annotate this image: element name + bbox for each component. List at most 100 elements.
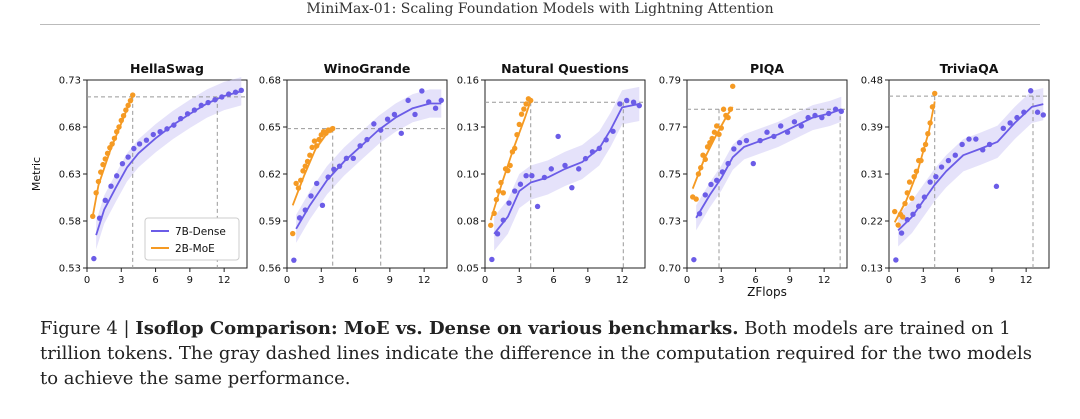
x-tick-label: 6 bbox=[752, 275, 758, 286]
moe-point bbox=[93, 190, 99, 196]
moe-point bbox=[298, 177, 304, 183]
dense-point bbox=[350, 155, 356, 162]
y-tick-label: 0.68 bbox=[59, 123, 81, 134]
x-tick-label: 6 bbox=[352, 275, 358, 286]
dense-point bbox=[405, 97, 411, 104]
dense-point bbox=[548, 166, 554, 172]
moe-point bbox=[932, 90, 938, 97]
dense-point bbox=[1028, 88, 1034, 94]
dense-point bbox=[624, 97, 630, 104]
dense-point bbox=[778, 123, 784, 129]
dense-point bbox=[541, 174, 548, 181]
x-tick-label: 9 bbox=[787, 275, 793, 286]
dense-point bbox=[1040, 112, 1046, 118]
dense-point bbox=[371, 121, 377, 127]
dense-point bbox=[494, 231, 501, 237]
moe-point bbox=[725, 114, 731, 121]
dense-point bbox=[826, 110, 832, 117]
moe-point bbox=[925, 131, 931, 137]
dense-point bbox=[636, 102, 642, 109]
moe-point bbox=[130, 92, 136, 98]
moe-point bbox=[100, 161, 106, 168]
dense-point bbox=[432, 105, 439, 111]
dense-point bbox=[980, 147, 986, 153]
y-tick-label: 0.08 bbox=[457, 217, 479, 228]
dense-point bbox=[157, 129, 163, 135]
x-tick-label: 0 bbox=[684, 275, 690, 286]
header-rule bbox=[40, 24, 1040, 25]
moe-point bbox=[702, 156, 708, 163]
dense-point bbox=[314, 180, 320, 187]
dense-point bbox=[562, 162, 568, 169]
dense-point bbox=[798, 123, 804, 129]
moe-point bbox=[505, 167, 511, 174]
moe-point bbox=[720, 106, 727, 112]
moe-point bbox=[90, 213, 96, 219]
y-tick-label: 0.13 bbox=[457, 123, 479, 134]
moe-point bbox=[900, 214, 906, 220]
legend-box bbox=[144, 217, 240, 261]
moe-point bbox=[95, 178, 102, 185]
dense-point bbox=[534, 203, 541, 210]
moe-point bbox=[302, 163, 308, 169]
dense-point bbox=[819, 114, 825, 121]
dense-point bbox=[893, 257, 899, 263]
y-tick-label: 0.73 bbox=[659, 217, 681, 228]
dense-point bbox=[102, 197, 108, 204]
moe-point bbox=[716, 131, 722, 138]
dense-confidence-band bbox=[296, 89, 442, 243]
dense-point bbox=[419, 88, 425, 94]
dense-point bbox=[617, 101, 623, 107]
moe-point bbox=[695, 171, 702, 177]
dense-point bbox=[198, 102, 204, 109]
y-tick-label: 0.73 bbox=[59, 76, 81, 87]
dense-point bbox=[131, 145, 137, 152]
dense-point bbox=[973, 136, 979, 142]
moe-point bbox=[493, 196, 500, 203]
dense-point bbox=[1021, 109, 1027, 115]
moe-point bbox=[895, 222, 901, 228]
y-tick-label: 0.56 bbox=[259, 264, 281, 275]
x-tick-label: 0 bbox=[84, 275, 90, 286]
legend-label-moe: 2B-MoE bbox=[175, 243, 215, 255]
dense-point bbox=[927, 179, 933, 185]
dense-fit-line bbox=[95, 90, 242, 236]
dense-point bbox=[517, 181, 524, 187]
dense-point bbox=[226, 91, 232, 97]
moe-point bbox=[309, 144, 315, 151]
dense-point bbox=[771, 133, 777, 140]
moe-point bbox=[118, 117, 124, 124]
dense-point bbox=[757, 137, 763, 144]
dense-point bbox=[916, 203, 922, 209]
dense-point bbox=[910, 211, 916, 217]
y-tick-label: 0.53 bbox=[59, 264, 81, 275]
moe-point bbox=[316, 136, 322, 143]
x-tick-label: 9 bbox=[585, 275, 591, 286]
moe-point bbox=[496, 188, 502, 194]
moe-point bbox=[709, 135, 715, 142]
moe-point bbox=[904, 190, 910, 196]
y-tick-label: 0.63 bbox=[59, 170, 81, 181]
dense-point bbox=[184, 111, 191, 117]
y-tick-label: 0.31 bbox=[861, 170, 883, 181]
caption-title: Isoflop Comparison: MoE vs. Dense on var… bbox=[135, 318, 739, 339]
dense-point bbox=[364, 136, 370, 143]
moe-point bbox=[507, 162, 513, 169]
moe-point bbox=[920, 147, 926, 153]
dense-point bbox=[569, 184, 575, 191]
dense-point bbox=[512, 188, 518, 194]
y-tick-label: 0.13 bbox=[861, 264, 883, 275]
dense-point bbox=[952, 152, 958, 158]
x-tick-label: 6 bbox=[954, 275, 960, 286]
dense-point bbox=[743, 137, 750, 144]
y-tick-label: 0.62 bbox=[259, 170, 281, 181]
moe-point bbox=[711, 129, 718, 135]
dense-point bbox=[938, 164, 945, 170]
isoflop-figure: HellaSwag 0.53 0.58 0.63 0.68 0.73 0 3 6 9 12 Metri… bbox=[30, 61, 1050, 299]
dense-confidence-band bbox=[898, 88, 1044, 247]
moe-point bbox=[514, 131, 520, 138]
dense-point bbox=[576, 166, 582, 172]
moe-point bbox=[304, 158, 311, 165]
moe-point bbox=[718, 125, 724, 131]
moe-point bbox=[714, 123, 720, 129]
